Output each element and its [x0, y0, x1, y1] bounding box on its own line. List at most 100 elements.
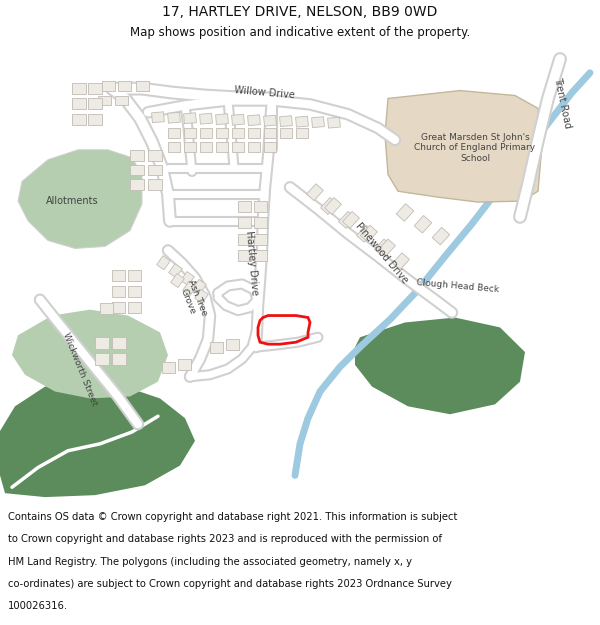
- Polygon shape: [238, 201, 251, 212]
- Polygon shape: [379, 239, 395, 256]
- Polygon shape: [136, 81, 149, 91]
- Polygon shape: [181, 271, 194, 286]
- Polygon shape: [216, 128, 228, 138]
- Polygon shape: [254, 251, 267, 261]
- Polygon shape: [170, 274, 184, 288]
- Polygon shape: [200, 142, 212, 152]
- Polygon shape: [12, 309, 168, 398]
- Polygon shape: [148, 150, 162, 161]
- Polygon shape: [184, 112, 196, 124]
- Polygon shape: [88, 99, 102, 109]
- Polygon shape: [128, 302, 141, 312]
- Polygon shape: [0, 382, 195, 497]
- Polygon shape: [392, 253, 409, 270]
- Text: co-ordinates) are subject to Crown copyright and database rights 2023 Ordnance S: co-ordinates) are subject to Crown copyr…: [8, 579, 452, 589]
- Polygon shape: [200, 113, 212, 124]
- Polygon shape: [184, 128, 196, 138]
- Polygon shape: [112, 353, 126, 365]
- Polygon shape: [98, 96, 111, 106]
- Polygon shape: [118, 81, 131, 91]
- Polygon shape: [194, 289, 208, 303]
- Polygon shape: [193, 279, 206, 294]
- Polygon shape: [414, 216, 432, 233]
- Polygon shape: [296, 116, 308, 127]
- Polygon shape: [356, 225, 373, 242]
- Polygon shape: [88, 82, 102, 94]
- Polygon shape: [355, 318, 525, 414]
- Polygon shape: [168, 142, 180, 152]
- Polygon shape: [157, 256, 170, 270]
- Polygon shape: [162, 362, 175, 372]
- Polygon shape: [432, 228, 450, 245]
- Text: Clough Head Beck: Clough Head Beck: [416, 278, 500, 294]
- Polygon shape: [95, 353, 109, 365]
- Polygon shape: [296, 128, 308, 138]
- Polygon shape: [128, 286, 141, 297]
- Polygon shape: [148, 164, 162, 176]
- Polygon shape: [95, 338, 109, 349]
- Text: HM Land Registry. The polygons (including the associated geometry, namely x, y: HM Land Registry. The polygons (includin…: [8, 557, 412, 567]
- Polygon shape: [215, 114, 229, 124]
- Polygon shape: [254, 217, 267, 227]
- Polygon shape: [128, 270, 141, 281]
- Polygon shape: [130, 179, 144, 190]
- Polygon shape: [226, 339, 239, 350]
- Text: to Crown copyright and database rights 2023 and is reproduced with the permissio: to Crown copyright and database rights 2…: [8, 534, 442, 544]
- Polygon shape: [374, 239, 391, 256]
- Polygon shape: [238, 234, 251, 244]
- Polygon shape: [152, 112, 164, 123]
- Text: Allotments: Allotments: [46, 196, 98, 206]
- Polygon shape: [169, 264, 182, 278]
- Polygon shape: [112, 338, 126, 349]
- Polygon shape: [248, 142, 260, 152]
- Polygon shape: [200, 128, 212, 138]
- Text: 17, HARTLEY DRIVE, NELSON, BB9 0WD: 17, HARTLEY DRIVE, NELSON, BB9 0WD: [163, 4, 437, 19]
- Polygon shape: [263, 115, 277, 126]
- Polygon shape: [232, 114, 244, 125]
- Polygon shape: [320, 198, 337, 214]
- Polygon shape: [264, 128, 276, 138]
- Polygon shape: [338, 211, 355, 228]
- Polygon shape: [311, 117, 325, 128]
- Polygon shape: [112, 302, 125, 312]
- Polygon shape: [130, 164, 144, 176]
- Polygon shape: [72, 99, 86, 109]
- Polygon shape: [248, 128, 260, 138]
- Polygon shape: [112, 270, 125, 281]
- Polygon shape: [385, 91, 542, 202]
- Polygon shape: [148, 179, 162, 190]
- Polygon shape: [232, 142, 244, 152]
- Text: Great Marsden St John's
Church of England Primary
School: Great Marsden St John's Church of Englan…: [415, 133, 536, 162]
- Polygon shape: [184, 142, 196, 152]
- Polygon shape: [232, 128, 244, 138]
- Polygon shape: [102, 81, 115, 91]
- Polygon shape: [178, 359, 191, 370]
- Polygon shape: [72, 114, 86, 125]
- Polygon shape: [112, 286, 125, 297]
- Text: Trent Road: Trent Road: [552, 76, 572, 129]
- Text: Willow Drive: Willow Drive: [235, 85, 296, 100]
- Polygon shape: [182, 281, 196, 296]
- Text: Contains OS data © Crown copyright and database right 2021. This information is : Contains OS data © Crown copyright and d…: [8, 512, 457, 522]
- Polygon shape: [18, 150, 142, 249]
- Polygon shape: [72, 82, 86, 94]
- Polygon shape: [167, 112, 181, 123]
- Text: Pinewood Drive: Pinewood Drive: [354, 221, 410, 286]
- Polygon shape: [130, 150, 144, 161]
- Polygon shape: [343, 211, 359, 228]
- Text: 100026316.: 100026316.: [8, 601, 68, 611]
- Polygon shape: [238, 217, 251, 227]
- Polygon shape: [248, 115, 260, 126]
- Polygon shape: [325, 198, 341, 214]
- Polygon shape: [115, 96, 128, 106]
- Polygon shape: [254, 234, 267, 244]
- Text: Ash Tree
Grove: Ash Tree Grove: [177, 279, 209, 321]
- Polygon shape: [216, 142, 228, 152]
- Polygon shape: [307, 184, 323, 201]
- Polygon shape: [396, 204, 414, 221]
- Polygon shape: [280, 128, 292, 138]
- Polygon shape: [361, 225, 377, 242]
- Text: Wickworth Street: Wickworth Street: [61, 331, 99, 407]
- Text: Hartley Drive: Hartley Drive: [244, 231, 260, 296]
- Polygon shape: [328, 118, 340, 128]
